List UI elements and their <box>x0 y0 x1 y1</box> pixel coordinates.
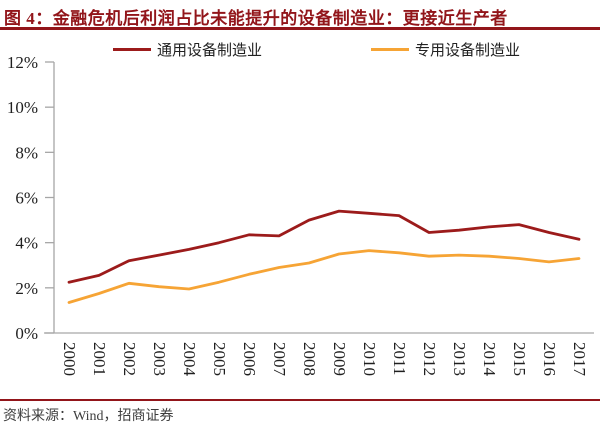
source-divider <box>0 399 600 401</box>
x-axis-label: 2000 <box>60 342 79 376</box>
y-axis-label: 10% <box>7 98 38 117</box>
x-axis-label: 2017 <box>570 342 589 377</box>
legend-item-special-equipment: 专用设备制造业 <box>371 40 521 59</box>
x-axis-label: 2005 <box>210 342 229 376</box>
y-axis-label: 4% <box>15 234 38 253</box>
x-axis-label: 2016 <box>540 342 559 376</box>
legend-line-swatch-special <box>371 47 409 51</box>
y-axis-label: 2% <box>15 279 38 298</box>
x-axis-label: 2007 <box>270 342 289 377</box>
x-axis-label: 2015 <box>510 342 529 376</box>
figure-title: 图 4：金融危机后利润占比未能提升的设备制造业：更接近生产者 <box>4 9 508 28</box>
x-axis-label: 2011 <box>390 342 409 375</box>
x-axis-label: 2004 <box>180 342 199 377</box>
x-axis-label: 2014 <box>480 342 499 377</box>
legend-line-swatch-general <box>113 47 151 51</box>
y-axis-label: 8% <box>15 143 38 162</box>
source-text: 资料来源：Wind，招商证券 <box>3 409 174 424</box>
y-axis-label: 6% <box>15 189 38 208</box>
y-axis-label: 0% <box>15 324 38 343</box>
series-line-1 <box>67 249 581 304</box>
legend: 通用设备制造业 专用设备制造业 <box>0 40 600 59</box>
y-axis-label: 12% <box>7 53 38 72</box>
x-axis-label: 2001 <box>90 342 109 376</box>
legend-label-special: 专用设备制造业 <box>415 42 521 59</box>
series-line-0 <box>67 209 581 284</box>
x-axis-label: 2010 <box>360 342 379 376</box>
x-axis-label: 2002 <box>120 342 139 376</box>
axis-lines <box>44 62 594 334</box>
legend-label-general: 通用设备制造业 <box>157 42 263 59</box>
x-axis-label: 2012 <box>420 342 439 376</box>
x-axis-label: 2013 <box>450 342 469 376</box>
x-axis-label: 2008 <box>300 342 319 376</box>
x-axis-label: 2009 <box>330 342 349 376</box>
x-axis-label: 2003 <box>150 342 169 376</box>
legend-item-general-equipment: 通用设备制造业 <box>113 40 263 59</box>
x-axis-label: 2006 <box>240 342 259 376</box>
title-divider <box>0 27 600 30</box>
